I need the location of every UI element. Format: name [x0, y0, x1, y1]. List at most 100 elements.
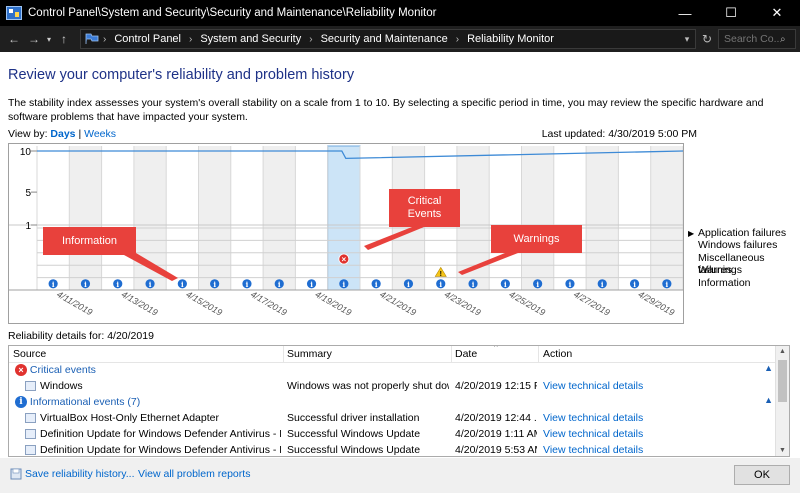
information-icon-glyph: i	[504, 280, 507, 289]
information-icon-glyph: i	[375, 280, 378, 289]
scroll-down-icon[interactable]: ▼	[779, 447, 786, 454]
address-bar: ← → ▾ ↑ › Control Panel › System and Sec…	[0, 26, 800, 52]
column-action[interactable]: Action	[543, 348, 573, 360]
y-tick-label: 5	[25, 188, 31, 199]
group-critical-events[interactable]: × Critical events ▲	[9, 363, 789, 379]
information-icon	[80, 279, 91, 289]
critical-events-callout-label: Critical Events	[407, 195, 442, 220]
information-icon-glyph: i	[569, 280, 572, 289]
x-tick-label: 4/29/2019	[637, 289, 677, 318]
refresh-icon[interactable]: ↻	[701, 32, 713, 46]
critical-error-icon: ×	[15, 364, 27, 377]
information-icon	[48, 279, 58, 289]
column-summary[interactable]: Summary	[287, 348, 332, 360]
information-icon-glyph: i	[439, 280, 442, 289]
warnings-callout: Warnings	[491, 225, 582, 253]
control-panel-flag-icon	[85, 33, 99, 44]
table-row[interactable]: Definition Update for Windows Defender A…	[9, 443, 789, 456]
view-by-days-link[interactable]: Days	[50, 128, 76, 140]
x-tick-label: 4/25/2019	[507, 289, 547, 318]
view-by-weeks-link[interactable]: Weeks	[84, 128, 117, 140]
save-history-link[interactable]: Save reliability history...	[25, 468, 135, 480]
warning-icon-glyph: !	[440, 271, 442, 278]
view-all-reports-link[interactable]: View all problem reports	[138, 468, 251, 480]
information-callout: Information	[43, 227, 136, 255]
row-source: Windows	[40, 380, 83, 392]
breadcrumb-security-maintenance[interactable]: Security and Maintenance	[320, 33, 448, 45]
table-row[interactable]: Definition Update for Windows Defender A…	[9, 427, 789, 443]
up-arrow-icon[interactable]: ↑	[61, 32, 67, 46]
row-summary: Windows was not properly shut down	[287, 380, 449, 392]
view-technical-details-link[interactable]: View technical details	[543, 444, 644, 456]
breadcrumb-control-panel[interactable]: Control Panel	[114, 33, 181, 45]
save-icon	[10, 468, 22, 480]
information-icon	[629, 279, 640, 289]
scroll-right-arrow-icon[interactable]: ▶	[688, 229, 695, 238]
information-icon-glyph: i	[536, 280, 539, 289]
title-bar: Control Panel\System and Security\Securi…	[0, 0, 800, 26]
details-table[interactable]: Source Summary Date ^ Action × Critical …	[8, 345, 790, 457]
breadcrumb[interactable]: › Control Panel › System and Security › …	[80, 29, 696, 49]
back-arrow-icon[interactable]: ←	[8, 32, 20, 46]
view-technical-details-link[interactable]: View technical details	[543, 380, 644, 392]
view-by-label: View by:	[8, 128, 48, 140]
critical-events-callout: Critical Events	[389, 189, 460, 227]
view-technical-details-link[interactable]: View technical details	[543, 428, 644, 440]
x-tick-label: 4/19/2019	[314, 289, 354, 318]
warning-icon	[434, 266, 447, 277]
app-icon	[25, 413, 36, 424]
row-date: 4/20/2019 12:44 ...	[455, 412, 537, 424]
information-icon-glyph: i	[181, 280, 184, 289]
search-box[interactable]: ⌕	[718, 29, 796, 49]
table-row[interactable]: Windows Windows was not properly shut do…	[9, 379, 789, 395]
address-dropdown-icon[interactable]: ▾	[684, 33, 690, 44]
information-icon	[500, 279, 510, 289]
information-icon-glyph: i	[213, 280, 216, 289]
information-icon	[468, 279, 478, 289]
column-source[interactable]: Source	[13, 348, 47, 360]
information-icon-glyph: i	[149, 280, 152, 289]
row-source: Definition Update for Windows Defender A…	[40, 428, 281, 440]
row-summary: Successful Windows Update	[287, 444, 421, 456]
recent-dropdown-icon[interactable]: ▾	[46, 34, 51, 44]
search-input[interactable]	[724, 33, 780, 45]
forward-arrow-icon[interactable]: →	[28, 32, 40, 46]
view-by-separator: |	[78, 128, 82, 140]
collapse-chevron-icon[interactable]: ▲	[764, 395, 773, 405]
information-icon-glyph: i	[633, 280, 636, 289]
day-column-shade	[263, 146, 296, 290]
maximize-button[interactable]: ☐	[725, 5, 737, 20]
breadcrumb-system-security[interactable]: System and Security	[200, 33, 302, 45]
day-column-shade	[133, 146, 167, 290]
ok-button[interactable]: OK	[734, 465, 790, 485]
column-date[interactable]: Date	[455, 348, 478, 360]
information-icon	[371, 279, 381, 289]
group-informational-events[interactable]: i Informational events (7) ▲	[9, 395, 789, 411]
stability-index-line	[37, 150, 684, 160]
row-source: VirtualBox Host-Only Ethernet Adapter	[40, 412, 219, 424]
table-row[interactable]: VirtualBox Host-Only Ethernet Adapter Su…	[9, 411, 789, 427]
close-button[interactable]: ✕	[771, 5, 783, 20]
scrollbar-thumb[interactable]	[778, 360, 787, 402]
critical-error-icon-glyph: ×	[342, 255, 347, 264]
information-icon	[597, 279, 607, 289]
view-technical-details-link[interactable]: View technical details	[543, 412, 644, 424]
information-icon	[242, 279, 252, 289]
window-title: Control Panel\System and Security\Securi…	[28, 7, 437, 19]
information-icon	[210, 279, 220, 289]
app-icon	[25, 381, 36, 392]
information-icon-glyph: i	[278, 280, 281, 289]
category-label: Miscellaneous failures	[698, 251, 765, 276]
scroll-up-icon[interactable]: ▲	[779, 348, 786, 355]
x-tick-label: 4/27/2019	[572, 289, 612, 318]
information-icon	[274, 279, 284, 289]
day-column-shade	[456, 146, 490, 290]
details-scrollbar[interactable]: ▲ ▼	[775, 346, 789, 456]
sort-ascending-icon: ^	[494, 345, 498, 352]
category-label: Windows failures	[698, 239, 778, 252]
breadcrumb-reliability-monitor[interactable]: Reliability Monitor	[467, 33, 554, 45]
collapse-chevron-icon[interactable]: ▲	[764, 363, 773, 373]
information-icon	[145, 279, 155, 289]
information-icon-glyph: i	[472, 280, 475, 289]
minimize-button[interactable]: —	[678, 5, 692, 21]
